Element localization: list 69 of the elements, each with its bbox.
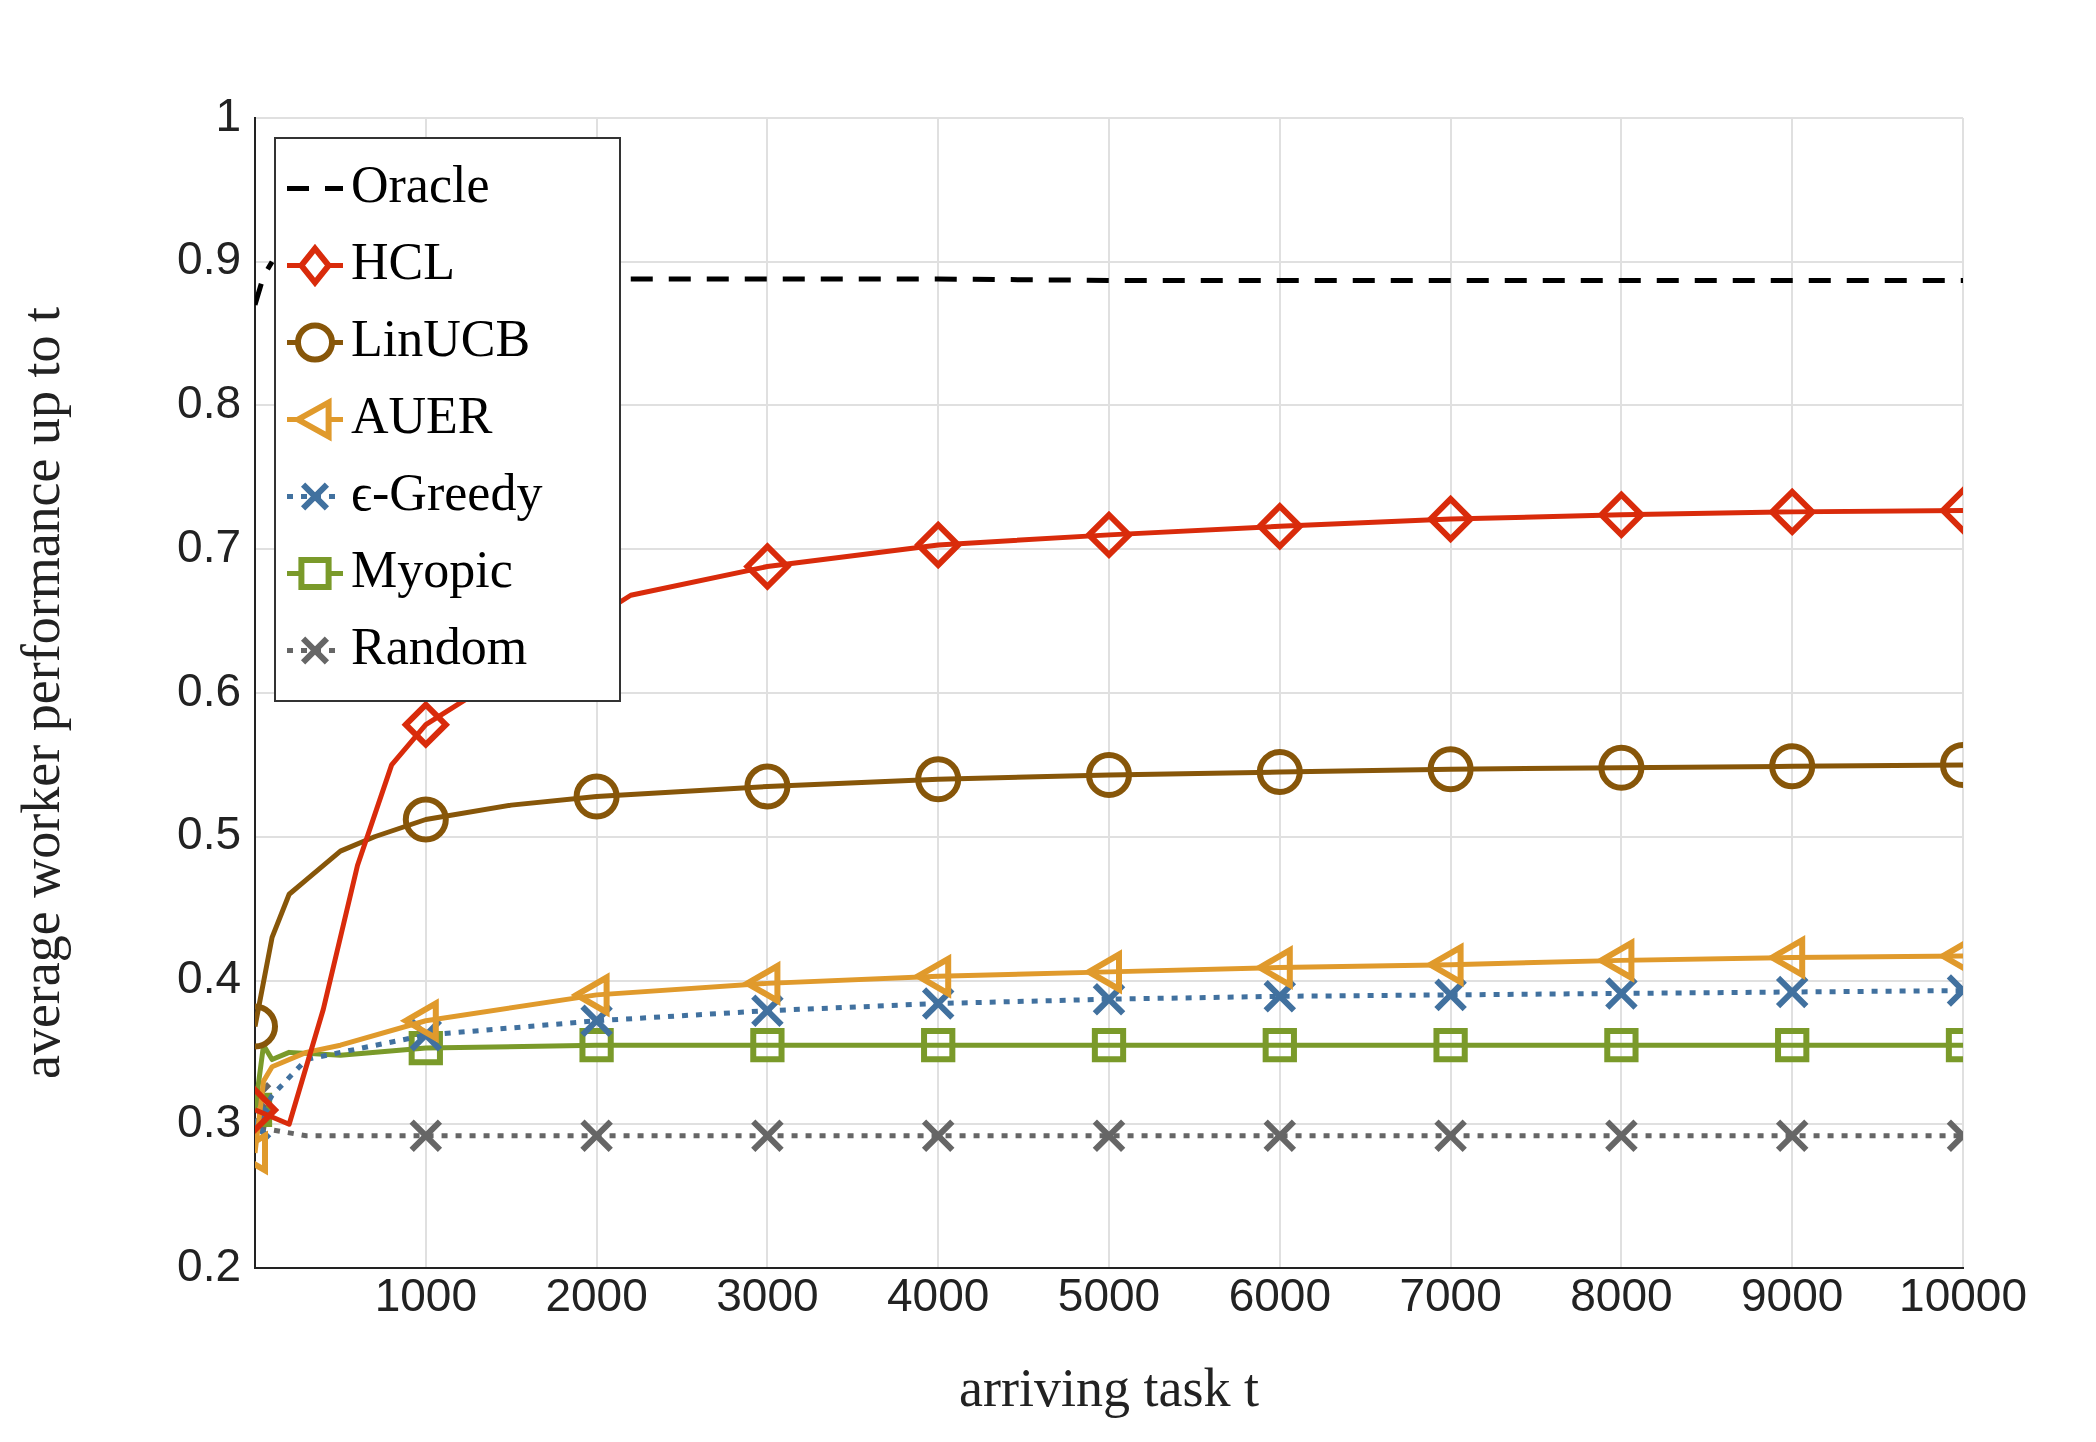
- point: [921, 1028, 956, 1063]
- point: [744, 543, 791, 590]
- point: [1769, 488, 1816, 535]
- point: [402, 796, 449, 843]
- point: [915, 521, 962, 568]
- point: [1262, 979, 1297, 1014]
- point: [1769, 743, 1816, 790]
- point: [1091, 1028, 1127, 1063]
- point: [1091, 1118, 1127, 1153]
- x-tick-label: 7000: [1399, 1269, 1502, 1322]
- point: [1256, 503, 1303, 550]
- x-tick-label: 9000: [1741, 1269, 1844, 1322]
- point: [921, 986, 956, 1021]
- point: [1262, 1028, 1297, 1063]
- x-tick-label: 10000: [1899, 1269, 2027, 1322]
- point: [1598, 744, 1645, 791]
- y-tick-label: 0.4: [177, 951, 241, 1004]
- y-axis-title: average worker performance up to t: [10, 306, 71, 1080]
- x-tick-label: 1000: [374, 1269, 477, 1322]
- legend-label: AUER: [351, 387, 493, 445]
- legend-label: Random: [351, 618, 528, 676]
- point: [744, 763, 791, 810]
- point: [573, 773, 620, 820]
- point: [579, 1003, 614, 1038]
- x-tick-label: 2000: [545, 1269, 648, 1322]
- y-tick-label: 0.5: [177, 807, 241, 860]
- x-tick-label: 4000: [887, 1269, 990, 1322]
- point: [1433, 1028, 1468, 1063]
- point: [1262, 1118, 1297, 1153]
- x-axis-title: arriving task t: [959, 1357, 1259, 1418]
- x-tick-label: 8000: [1570, 1269, 1673, 1322]
- point: [921, 1118, 956, 1153]
- point: [1775, 1118, 1810, 1153]
- point: [408, 1118, 443, 1153]
- point: [579, 1118, 614, 1153]
- x-tick-label: 5000: [1057, 1269, 1161, 1322]
- point: [750, 1118, 785, 1153]
- point: [1256, 749, 1303, 796]
- point: [1604, 1028, 1639, 1063]
- point: [915, 756, 962, 803]
- point: [1427, 746, 1474, 793]
- y-tick-label: 1: [215, 88, 241, 141]
- legend-label: HCL: [351, 233, 455, 291]
- y-tick-label: 0.2: [177, 1238, 241, 1291]
- point: [1086, 511, 1132, 558]
- legend-label: Myopic: [351, 541, 513, 599]
- legend-label: Oracle: [351, 156, 490, 214]
- x-tick-label: 3000: [716, 1269, 819, 1322]
- y-tick-label: 0.8: [177, 376, 241, 429]
- point: [750, 1028, 785, 1063]
- legend-label: ϵ-Greedy: [351, 464, 543, 522]
- point: [1775, 1028, 1810, 1063]
- y-tick-label: 0.6: [177, 663, 241, 716]
- point: [1433, 977, 1468, 1013]
- point: [1086, 751, 1132, 798]
- point: [402, 701, 449, 748]
- y-tick-label: 0.7: [177, 519, 241, 572]
- point: [1091, 982, 1127, 1017]
- point: [1598, 491, 1645, 538]
- point: [1433, 1118, 1468, 1153]
- y-tick-label: 0.3: [177, 1094, 241, 1147]
- point: [750, 993, 785, 1028]
- x-tick-label: 6000: [1228, 1269, 1331, 1322]
- point: [1775, 974, 1810, 1010]
- y-tick-label: 0.9: [177, 232, 241, 285]
- point: [1604, 976, 1639, 1011]
- legend-label: LinUCB: [351, 310, 531, 368]
- point: [1427, 496, 1474, 543]
- point: [1604, 1118, 1639, 1153]
